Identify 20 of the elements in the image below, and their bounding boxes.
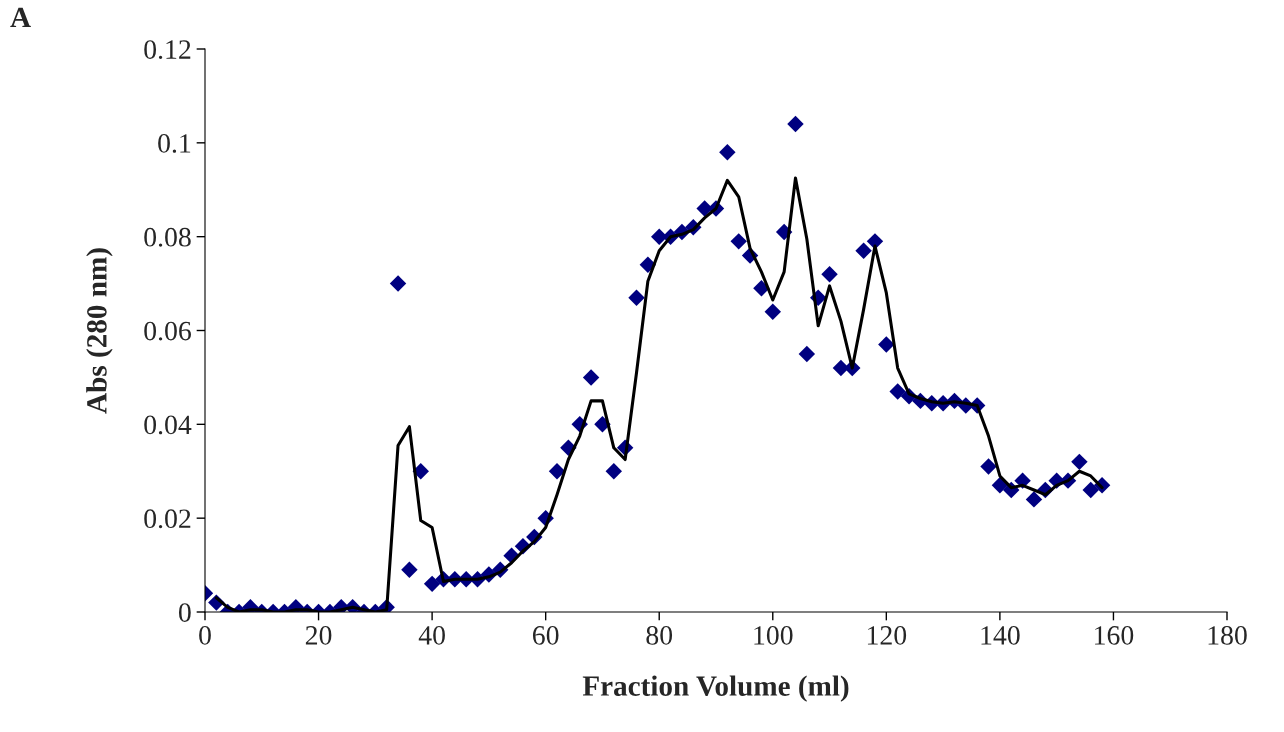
x-tick-label: 0 — [199, 626, 211, 645]
y-tick-label: 0.02 — [144, 509, 191, 529]
y-tick-label: 0.06 — [144, 321, 191, 341]
y-tick-label: 0.04 — [144, 415, 192, 435]
x-tick-label: 40 — [418, 626, 445, 645]
y-tick-label: 0 — [178, 603, 191, 622]
x-tick-label: 60 — [532, 626, 559, 645]
y-axis-title: Abs (280 nm) — [86, 248, 113, 414]
x-tick-label: 120 — [867, 626, 907, 645]
y-tick-label: 0.1 — [158, 134, 191, 153]
x-tick-label: 100 — [754, 626, 793, 645]
x-tick-label: 140 — [981, 626, 1020, 645]
x-tick-label: 80 — [646, 626, 673, 645]
chart-title: A — [10, 7, 31, 28]
y-tick-label: 0.12 — [144, 40, 191, 60]
x-axis-title: Fraction Volume (ml) — [582, 675, 849, 702]
x-tick-label: 20 — [305, 626, 332, 645]
y-tick-label: 0.08 — [144, 227, 191, 247]
x-tick-label: 180 — [1208, 626, 1247, 645]
x-tick-label: 160 — [1095, 626, 1134, 645]
